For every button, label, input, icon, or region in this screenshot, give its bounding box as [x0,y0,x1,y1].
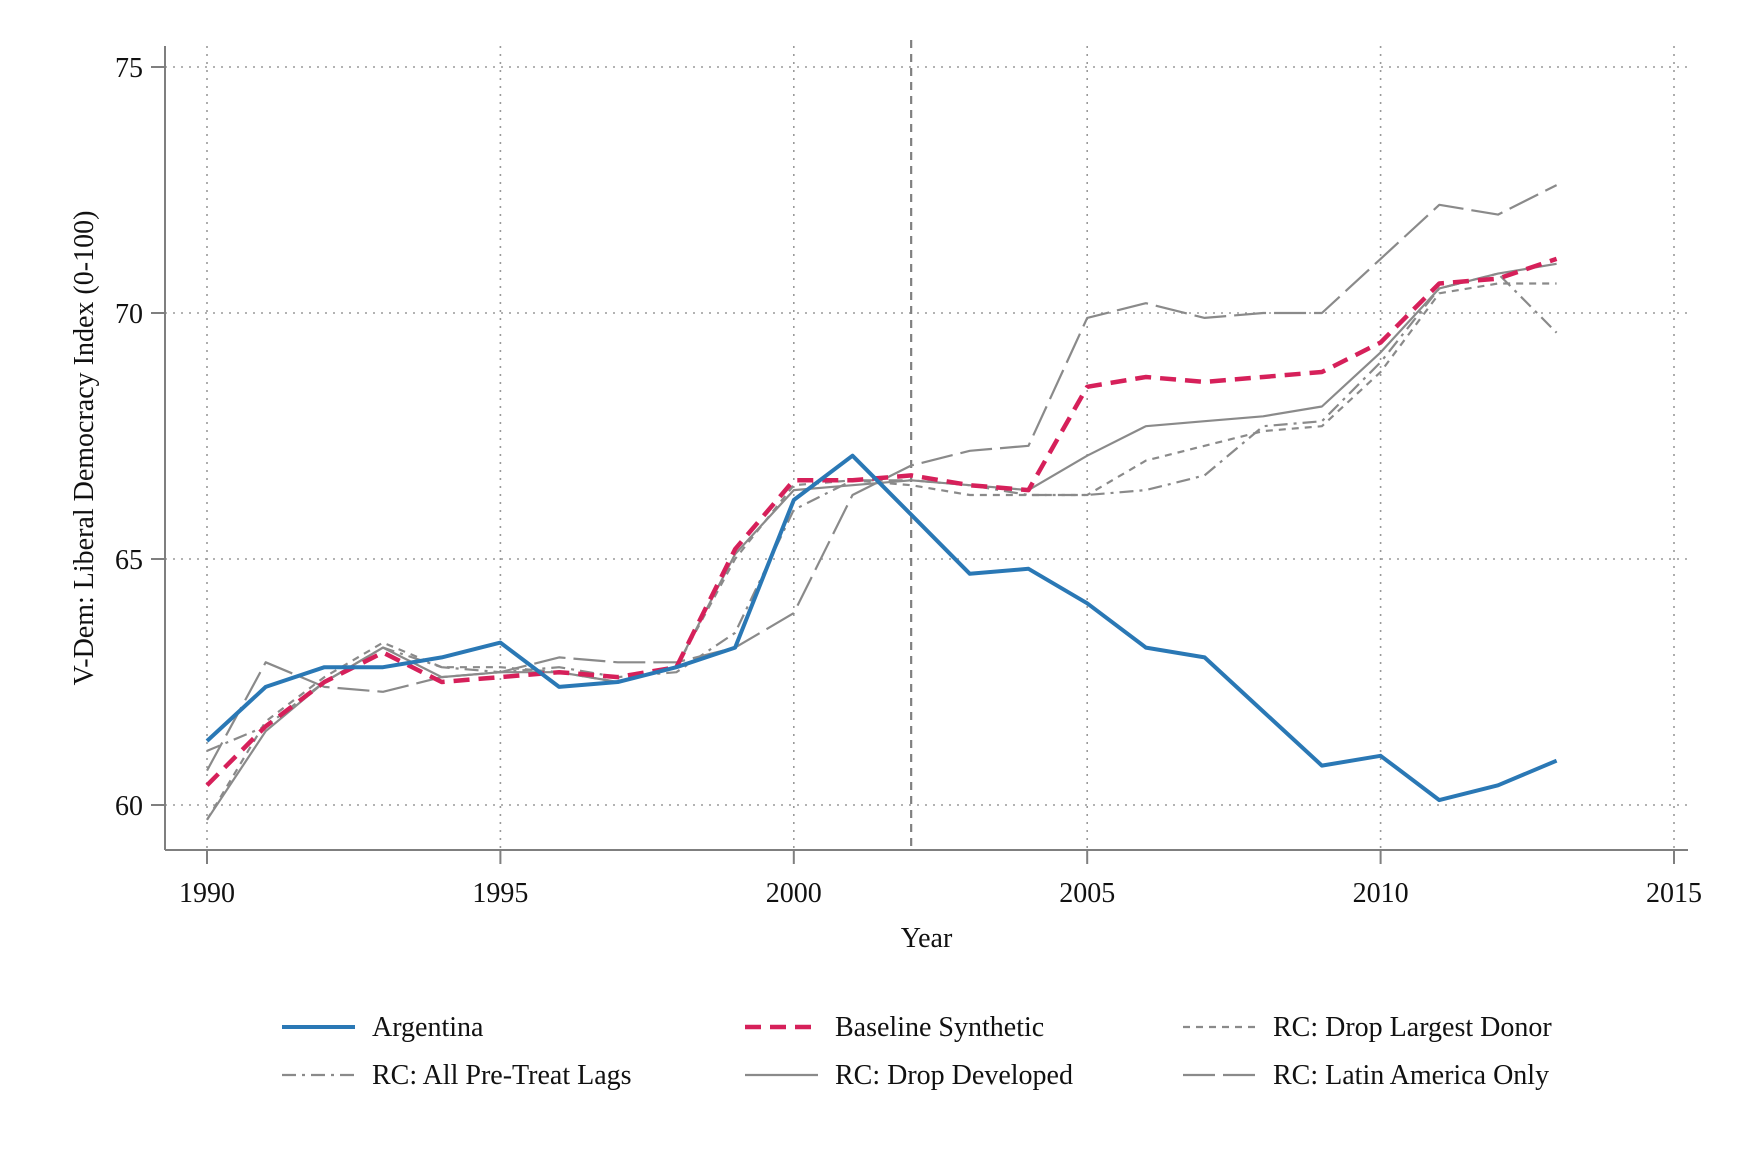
series-lines [205,184,1558,821]
legend-label: RC: All Pre-Treat Lags [372,1060,632,1091]
legend-item: RC: Latin America Only [1183,1060,1549,1091]
legend-label: RC: Drop Developed [835,1060,1073,1091]
legend: Argentina Baseline Synthetic RC: Drop Larg… [282,1012,1552,1091]
legend-item: RC: Drop Largest Donor [1183,1012,1552,1043]
x-tick-label: 2005 [1059,878,1115,909]
y-tick-label: 60 [115,791,143,822]
x-axis-title: Year [901,923,953,954]
legend-item: Baseline Synthetic [745,1012,1044,1043]
series-line-rc-drop-largest-donor [206,282,1557,821]
y-tick-label: 75 [115,53,143,84]
x-tick-label: 2010 [1353,878,1409,909]
x-tick-label: 2015 [1646,878,1702,909]
legend-item: RC: All Pre-Treat Lags [282,1060,632,1091]
grid [165,46,1688,850]
x-tick-label: 1990 [179,878,235,909]
series-line-rc-drop-developed [206,262,1557,821]
x-tick-label: 1995 [472,878,528,909]
legend-label: Baseline Synthetic [835,1012,1044,1043]
legend-label: RC: Latin America Only [1273,1060,1549,1091]
series-line-argentina [205,453,1558,803]
series-line-rc-all-pre-treat-lags [206,272,1558,752]
y-axis-title: V-Dem: Liberal Democracy Index (0-100) [69,211,100,686]
legend-label: RC: Drop Largest Donor [1273,1012,1552,1043]
legend-item: Argentina [282,1012,484,1043]
y-tick-label: 65 [115,545,143,576]
y-tick-label: 70 [115,299,143,330]
legend-label: Argentina [372,1012,484,1043]
legend-item: RC: Drop Developed [745,1060,1073,1091]
x-tick-label: 2000 [766,878,822,909]
axes: 60 65 70 75 1990 1995 2000 2005 2010 2015 [115,40,1702,909]
series-line-baseline-synthetic [205,256,1558,787]
